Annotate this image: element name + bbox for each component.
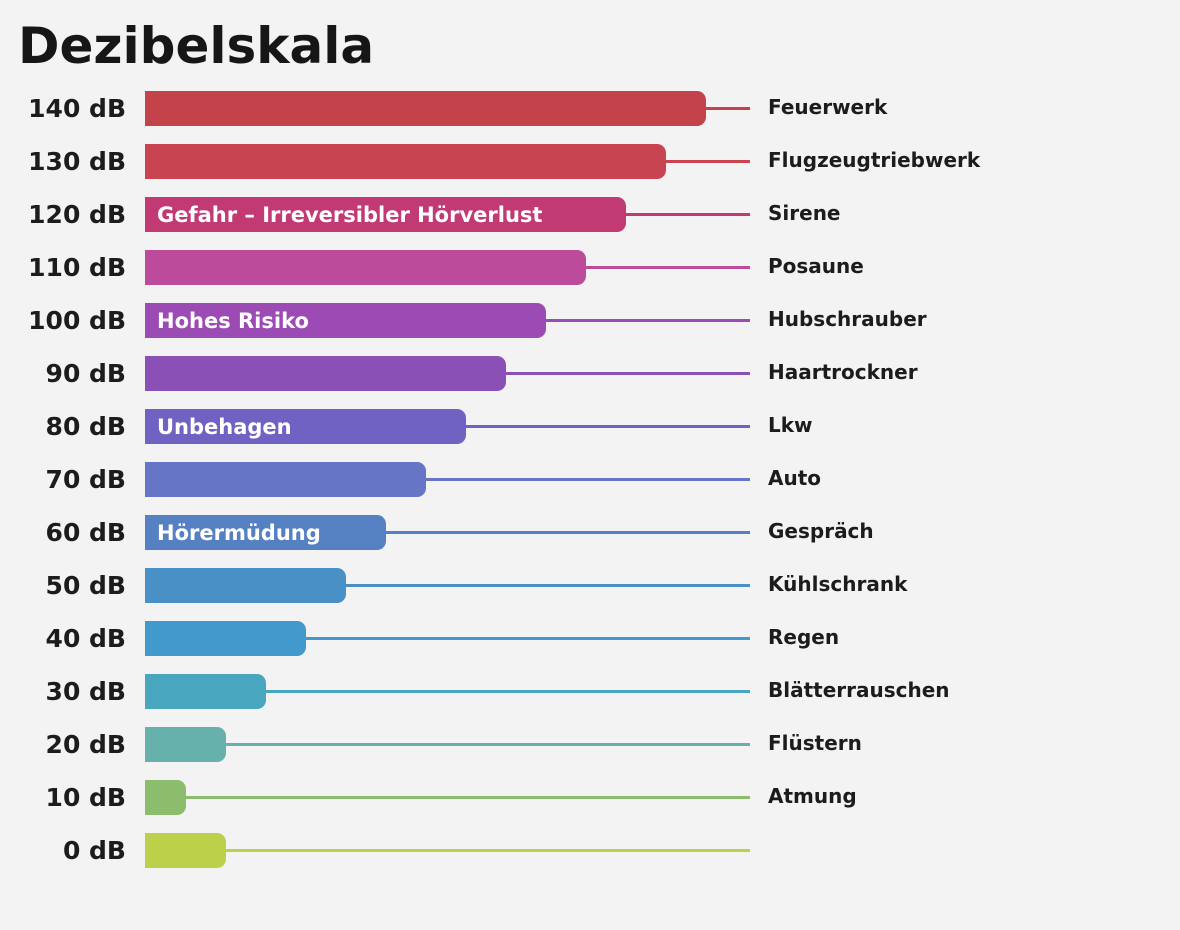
bar	[145, 462, 426, 497]
sound-source-label: Lkw	[768, 413, 813, 437]
sound-source-label: Flugzeugtriebwerk	[768, 148, 981, 172]
leader-line	[224, 743, 750, 746]
y-tick-label: 80 dB	[45, 412, 126, 441]
y-tick-label: 90 dB	[45, 359, 126, 388]
sound-source-label: Sirene	[768, 201, 841, 225]
bar-row: 30 dB Blätterrauschen	[0, 674, 1180, 709]
chart-title: Dezibelskala	[18, 17, 375, 75]
y-tick-label: 140 dB	[28, 94, 126, 123]
bar	[145, 356, 506, 391]
zone-label: Hörermüdung	[157, 521, 321, 545]
bar	[145, 727, 226, 762]
y-tick-label: 60 dB	[45, 518, 126, 547]
bar-row: 90 dB Haartrockner	[0, 356, 1180, 391]
y-tick-label: 10 dB	[45, 783, 126, 812]
bar: Hohes Risiko	[145, 303, 546, 338]
bar: Hörermüdung	[145, 515, 386, 550]
y-tick-label: 30 dB	[45, 677, 126, 706]
bar: Unbehagen	[145, 409, 466, 444]
y-tick-label: 50 dB	[45, 571, 126, 600]
bar	[145, 780, 186, 815]
y-tick-label: 130 dB	[28, 147, 126, 176]
zone-label: Gefahr – Irreversibler Hörverlust	[157, 203, 543, 227]
y-tick-label: 0 dB	[62, 836, 126, 865]
bar	[145, 674, 266, 709]
sound-source-label: Feuerwerk	[768, 95, 888, 119]
bar-row: 110 dB Posaune	[0, 250, 1180, 285]
sound-source-label: Posaune	[768, 254, 864, 278]
y-tick-label: 20 dB	[45, 730, 126, 759]
leader-line	[224, 849, 750, 852]
bar	[145, 91, 706, 126]
sound-source-label: Hubschrauber	[768, 307, 927, 331]
y-tick-label: 100 dB	[28, 306, 126, 335]
leader-line	[384, 531, 750, 534]
zone-label: Hohes Risiko	[157, 309, 309, 333]
bar	[145, 568, 346, 603]
bar: Gefahr – Irreversibler Hörverlust	[145, 197, 626, 232]
bar-row: 140 dB Feuerwerk	[0, 91, 1180, 126]
sound-source-label: Gespräch	[768, 519, 874, 543]
leader-line	[184, 796, 750, 799]
sound-source-label: Regen	[768, 625, 840, 649]
leader-line	[504, 372, 750, 375]
sound-source-label: Flüstern	[768, 731, 862, 755]
y-tick-label: 120 dB	[28, 200, 126, 229]
leader-line	[584, 266, 750, 269]
bar-row: 40 dB Regen	[0, 621, 1180, 656]
sound-source-label: Blätterrauschen	[768, 678, 950, 702]
bar-row: 0 dB	[0, 833, 1180, 868]
bar-row: 80 dB Unbehagen Lkw	[0, 409, 1180, 444]
bar	[145, 621, 306, 656]
bar-row: 130 dB Flugzeugtriebwerk	[0, 144, 1180, 179]
leader-line	[664, 160, 750, 163]
sound-source-label: Auto	[768, 466, 822, 490]
bar-row: 60 dB Hörermüdung Gespräch	[0, 515, 1180, 550]
zone-label: Unbehagen	[157, 415, 292, 439]
leader-line	[264, 690, 750, 693]
leader-line	[304, 637, 750, 640]
y-tick-label: 110 dB	[28, 253, 126, 282]
leader-line	[704, 107, 750, 110]
sound-source-label: Atmung	[768, 784, 857, 808]
sound-source-label: Haartrockner	[768, 360, 918, 384]
bar-row: 10 dB Atmung	[0, 780, 1180, 815]
bar	[145, 144, 666, 179]
leader-line	[424, 478, 750, 481]
bar	[145, 250, 586, 285]
bar-row: 20 dB Flüstern	[0, 727, 1180, 762]
sound-source-label: Kühlschrank	[768, 572, 908, 596]
y-tick-label: 40 dB	[45, 624, 126, 653]
bar	[145, 833, 226, 868]
leader-line	[464, 425, 750, 428]
leader-line	[544, 319, 750, 322]
leader-line	[624, 213, 750, 216]
leader-line	[344, 584, 750, 587]
bar-row: 100 dB Hohes Risiko Hubschrauber	[0, 303, 1180, 338]
bar-row: 50 dB Kühlschrank	[0, 568, 1180, 603]
bar-row: 120 dB Gefahr – Irreversibler Hörverlust S…	[0, 197, 1180, 232]
y-tick-label: 70 dB	[45, 465, 126, 494]
bar-row: 70 dB Auto	[0, 462, 1180, 497]
